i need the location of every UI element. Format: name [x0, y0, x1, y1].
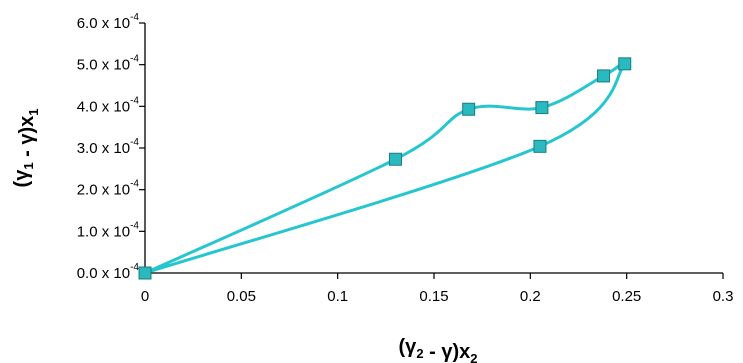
- y-tick-label: 3.0 x 10-4: [77, 137, 140, 157]
- x-axis-title: (γ2 - γ)x2: [399, 336, 478, 363]
- x-tick-label: 0.3: [713, 288, 734, 305]
- y-tick-label: 4.0 x 10-4: [77, 95, 140, 115]
- series-line: [144, 58, 630, 275]
- x-tick-label: 0.15: [419, 288, 448, 305]
- y-tick-label: 0.0 x 10-4: [77, 262, 140, 282]
- series: [144, 58, 630, 275]
- data-point: [462, 102, 476, 116]
- data-point: [618, 57, 632, 71]
- y-tick-label: 2.0 x 10-4: [77, 179, 140, 199]
- x-tick-label: 0.1: [327, 288, 348, 305]
- y-tick-label: 5.0 x 10-4: [77, 54, 140, 74]
- y-tick-label: 1.0 x 10-4: [77, 220, 140, 240]
- y-tick-label: 6.0 x 10-4: [77, 12, 140, 32]
- data-point: [535, 101, 549, 115]
- ticks: 0 0.05 0.1 0.15 0.2 0.25 0.3 0.0 x 10-4 1.0 x 10…: [77, 12, 734, 305]
- x-tick-label: 0.05: [227, 288, 256, 305]
- x-tick-label: 0: [141, 288, 149, 305]
- data-point: [138, 266, 152, 280]
- x-tick-label: 0.2: [520, 288, 541, 305]
- data-point: [388, 152, 402, 166]
- markers: [138, 57, 632, 280]
- x-tick-label: 0.25: [612, 288, 641, 305]
- data-point: [597, 69, 611, 83]
- y-axis-title: (γ1 - γ)x1: [11, 109, 41, 188]
- data-point: [533, 139, 547, 153]
